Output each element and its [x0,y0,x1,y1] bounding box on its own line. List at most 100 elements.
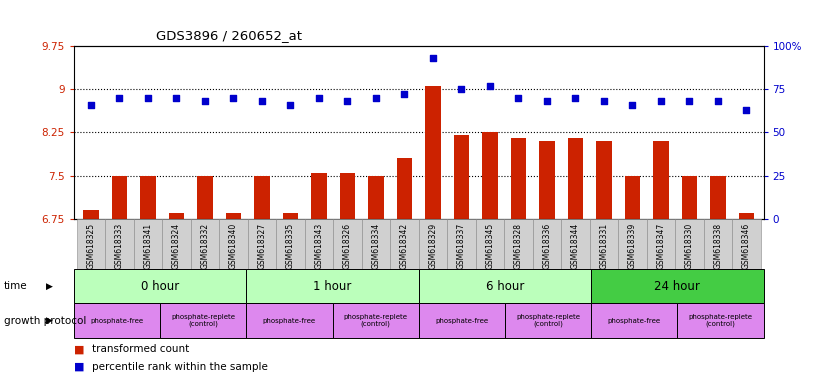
Bar [190,219,219,269]
Bar [675,219,704,269]
Bar [311,173,327,219]
Text: GSM618326: GSM618326 [343,223,352,269]
Text: 6 hour: 6 hour [486,280,524,293]
Bar [333,303,419,338]
Point [284,102,297,108]
Point [255,98,268,104]
Point [455,86,468,92]
Bar [248,219,276,269]
Point [341,98,354,104]
Bar [74,303,160,338]
Bar [390,219,419,269]
Point [170,95,183,101]
Text: phosphate-free: phosphate-free [90,318,144,324]
Text: time: time [4,281,28,291]
Bar [591,303,677,338]
Bar [596,141,612,219]
Point [227,95,240,101]
Bar [397,159,412,219]
Text: GSM618325: GSM618325 [86,223,95,269]
Point [426,55,439,61]
Bar [647,219,675,269]
Text: 24 hour: 24 hour [654,280,700,293]
Bar [704,219,732,269]
Bar [255,176,270,219]
Bar [475,219,504,269]
Bar [419,269,591,303]
Text: GSM618329: GSM618329 [429,223,438,269]
Bar [140,176,156,219]
Bar [276,219,305,269]
Text: GSM618327: GSM618327 [258,223,267,269]
Text: GDS3896 / 260652_at: GDS3896 / 260652_at [156,29,302,42]
Bar [505,303,591,338]
Bar [618,219,647,269]
Text: phosphate-replete
(control): phosphate-replete (control) [344,314,407,328]
Bar [710,176,726,219]
Bar [425,86,441,219]
Bar [677,303,764,338]
Point [711,98,724,104]
Text: GSM618328: GSM618328 [514,223,523,269]
Text: GSM618343: GSM618343 [314,223,323,269]
Text: phosphate-replete
(control): phosphate-replete (control) [689,314,752,328]
Bar [591,269,764,303]
Bar [567,138,583,219]
Point [369,95,383,101]
Text: GSM618338: GSM618338 [713,223,722,269]
Point [484,83,497,89]
Text: phosphate-free: phosphate-free [608,318,661,324]
Point [598,98,611,104]
Bar [653,141,669,219]
Text: GSM618341: GSM618341 [144,223,153,269]
Bar [282,213,298,219]
Bar [340,173,355,219]
Bar [681,176,697,219]
Point [141,95,154,101]
Bar [74,269,246,303]
Bar [134,219,163,269]
Point [398,91,411,98]
Bar [168,213,185,219]
Bar [112,176,127,219]
Point [626,102,639,108]
Point [511,95,525,101]
Text: GSM618332: GSM618332 [200,223,209,269]
Point [740,107,753,113]
Bar [562,219,589,269]
Bar [197,176,213,219]
Text: ▶: ▶ [46,316,53,325]
Bar [362,219,390,269]
Bar [625,176,640,219]
Bar [533,219,562,269]
Bar [511,138,526,219]
Text: ■: ■ [74,344,85,354]
Point [683,98,696,104]
Bar [732,219,761,269]
Text: GSM618344: GSM618344 [571,223,580,269]
Point [199,98,212,104]
Text: GSM618334: GSM618334 [371,223,380,269]
Bar [504,219,533,269]
Text: GSM618330: GSM618330 [685,223,694,269]
Bar [454,136,470,219]
Bar [105,219,134,269]
Bar [83,210,99,219]
Text: GSM618346: GSM618346 [742,223,751,269]
Bar [219,219,248,269]
Bar [447,219,475,269]
Bar [368,176,383,219]
Text: GSM618340: GSM618340 [229,223,238,269]
Text: GSM618337: GSM618337 [457,223,466,269]
Point [313,95,326,101]
Text: 0 hour: 0 hour [141,280,179,293]
Point [540,98,553,104]
Point [113,95,126,101]
Bar [246,303,333,338]
Text: GSM618342: GSM618342 [400,223,409,269]
Text: GSM618335: GSM618335 [286,223,295,269]
Text: ■: ■ [74,362,85,372]
Bar [419,219,447,269]
Bar [305,219,333,269]
Bar [163,219,190,269]
